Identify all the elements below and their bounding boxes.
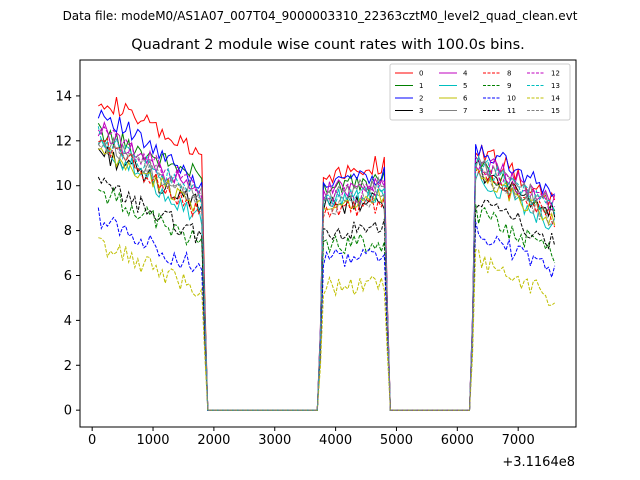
legend-label-4: 4: [463, 70, 468, 78]
x-tick-label: 4000: [319, 433, 352, 448]
series-line-10: [97, 207, 556, 411]
series-line-14: [98, 237, 556, 411]
y-tick-label: 2: [64, 359, 72, 374]
y-tick-label: 12: [55, 134, 72, 149]
legend-label-10: 10: [507, 95, 516, 103]
legend-label-2: 2: [419, 95, 423, 103]
y-tick-label: 6: [64, 269, 72, 284]
legend-label-13: 13: [551, 82, 560, 90]
legend-label-5: 5: [463, 82, 467, 90]
legend-label-8: 8: [507, 70, 511, 78]
legend-label-6: 6: [463, 95, 468, 103]
x-tick-label: 6000: [441, 433, 474, 448]
y-tick-label: 4: [64, 314, 72, 329]
legend-label-9: 9: [507, 82, 511, 90]
y-tick-label: 10: [55, 179, 72, 194]
legend-label-0: 0: [419, 70, 423, 78]
plot-area: [97, 97, 556, 411]
x-tick-label: 7000: [502, 433, 535, 448]
series-line-13: [97, 126, 556, 411]
x-tick-label: 3000: [258, 433, 291, 448]
legend-box: [389, 63, 571, 121]
series-line-0: [98, 97, 556, 411]
series-line-11: [97, 176, 556, 411]
legend-label-11: 11: [507, 107, 516, 115]
x-tick-label: 1000: [136, 433, 169, 448]
series-line-9: [98, 186, 556, 411]
x-offset-text: +3.1164e8: [502, 455, 575, 470]
x-tick-label: 5000: [380, 433, 413, 448]
x-tick-label: 2000: [197, 433, 230, 448]
x-tick-label: 0: [88, 433, 96, 448]
y-tick-label: 0: [64, 404, 72, 419]
y-tick-label: 14: [55, 89, 72, 104]
series-line-15: [97, 141, 556, 411]
legend-label-14: 14: [551, 95, 560, 103]
legend-label-7: 7: [463, 107, 467, 115]
legend-label-1: 1: [419, 82, 423, 90]
chart-suptitle: Data file: modeM0/AS1A07_007T04_90000033…: [63, 9, 578, 23]
series-line-12: [97, 126, 556, 411]
legend-label-3: 3: [419, 107, 423, 115]
legend-label-12: 12: [551, 70, 560, 78]
series-line-8: [98, 137, 556, 411]
y-tick-label: 8: [64, 224, 72, 239]
legend-label-15: 15: [551, 107, 560, 115]
axes-frame: [79, 59, 577, 428]
chart-title: Quadrant 2 module wise count rates with …: [131, 37, 525, 53]
